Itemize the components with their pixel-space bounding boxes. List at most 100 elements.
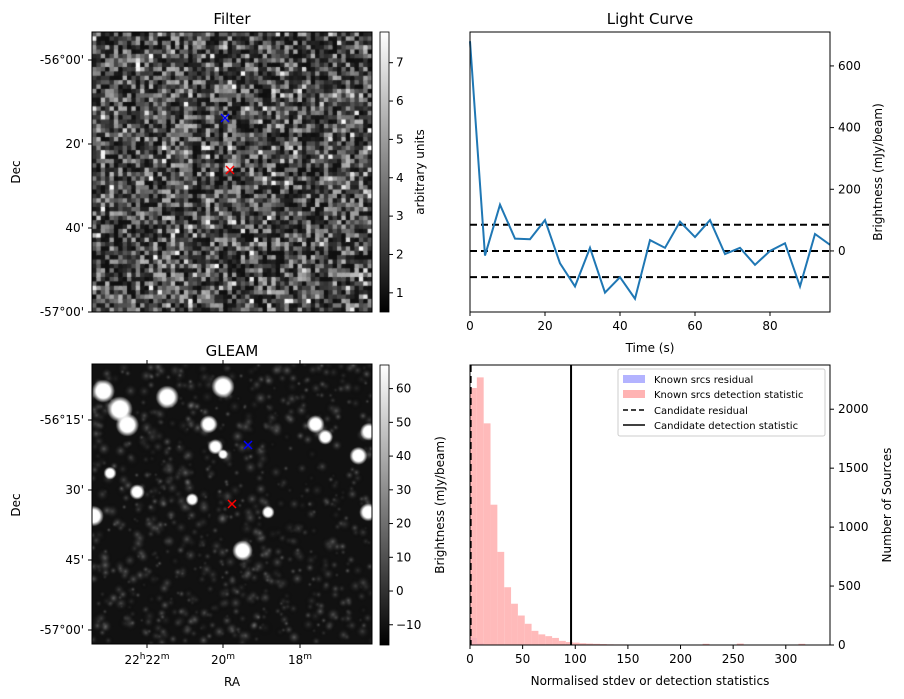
gleam-xlabel: RA <box>224 675 241 689</box>
legend-label: Candidate detection statistic <box>654 421 798 432</box>
y-tick-label: 400 <box>838 121 861 135</box>
colorbar-tick-label: 50 <box>396 415 411 429</box>
gleam-frame <box>91 363 373 645</box>
y-tick-label: 1500 <box>838 461 869 475</box>
ra-tick-label: 20m <box>211 652 235 667</box>
histogram-bar <box>476 377 484 645</box>
histogram-bar <box>538 634 546 645</box>
legend-swatch-residual <box>623 375 645 383</box>
histogram-bar <box>565 642 573 645</box>
y-tick-label: 500 <box>838 579 861 593</box>
gleam-dec-ticks: -56°15' 30' 45' -57°00' <box>40 413 92 637</box>
histogram-frame <box>469 364 831 646</box>
filter-ylabel: Dec <box>9 160 23 183</box>
legend-box <box>617 368 826 437</box>
candidate-marker-icon <box>225 165 235 175</box>
colorbar-tick-label: 7 <box>396 56 404 70</box>
lightcurve-plot: 0 20 40 60 80 0 200 400 600 <box>466 41 861 333</box>
colorbar-tick-label: 6 <box>396 94 404 108</box>
histogram-bar <box>593 643 600 645</box>
colorbar-tick-label: 5 <box>396 132 404 146</box>
dec-tick-label: -57°00' <box>40 623 84 637</box>
gleam-ra-ticks: 22h22m 20m 18m <box>124 360 312 667</box>
x-tick-label: 60 <box>687 319 702 333</box>
x-tick-label: 0 <box>466 652 474 666</box>
y-tick-label: 0 <box>838 244 846 258</box>
y-tick-label: 2000 <box>838 402 869 416</box>
candidate-marker-icon <box>227 499 237 509</box>
ra-tick-part: 20 <box>211 653 226 667</box>
x-tick-label: 0 <box>466 319 474 333</box>
dec-tick-label: -56°15' <box>40 413 84 427</box>
y-tick-label: 1000 <box>838 520 869 534</box>
dec-tick-label: -56°00' <box>40 53 84 67</box>
gleam-ylabel: Dec <box>9 493 23 516</box>
gleam-colorbar-label: Brightness (mJy/beam) <box>433 436 447 574</box>
ra-tick-part: h <box>140 652 146 662</box>
lightcurve-title: Light Curve <box>607 10 693 28</box>
histogram-bar <box>524 623 532 645</box>
known-source-marker-icon <box>243 440 253 450</box>
histogram-bar <box>552 637 559 645</box>
gleam-colorbar <box>379 364 390 646</box>
known-source-marker-icon <box>220 113 230 123</box>
gleam-markers <box>227 440 253 509</box>
gleam-title: GLEAM <box>206 342 259 360</box>
ra-tick-part: m <box>161 652 170 662</box>
legend-label: Known srcs residual <box>654 375 753 386</box>
histogram-bar <box>736 643 744 645</box>
histogram-bar <box>798 643 806 645</box>
ra-tick-label: 18m <box>288 652 312 667</box>
x-tick-label: 200 <box>669 652 692 666</box>
filter-colorbar-ticks: 1 2 3 4 5 6 7 <box>389 56 404 300</box>
colorbar-tick-label: 3 <box>396 209 404 223</box>
dec-tick-label: 45' <box>65 553 84 567</box>
dec-tick-label: 40' <box>65 221 84 235</box>
colorbar-tick-label: 40 <box>396 449 411 463</box>
histogram-legend: Known srcs residual Known srcs detection… <box>617 368 826 437</box>
ra-tick-part: 18 <box>288 653 303 667</box>
x-tick-label: 300 <box>774 652 797 666</box>
filter-title: Filter <box>213 10 251 28</box>
colorbar-tick-label: 60 <box>396 382 411 396</box>
lightcurve-frame <box>469 31 831 313</box>
filter-dec-ticks: -56°00' 20' 40' -57°00' <box>40 53 92 319</box>
y-tick-label: 600 <box>838 59 861 73</box>
histogram-ylabel: Number of Sources <box>880 448 894 563</box>
colorbar-tick-label: 30 <box>396 483 411 497</box>
ra-tick-label: 22h22m <box>124 652 169 667</box>
x-tick-label: 100 <box>564 652 587 666</box>
histogram-bar <box>572 642 580 645</box>
x-tick-label: 20 <box>537 319 552 333</box>
colorbar-tick-label: 1 <box>396 286 404 300</box>
histogram-bar <box>558 640 566 645</box>
colorbar-tick-label: 10 <box>396 550 411 564</box>
lightcurve-ylabel: Brightness (mJy/beam) <box>871 103 885 241</box>
histogram-bar <box>531 630 539 645</box>
histogram-plot: 0 50 100 150 200 250 300 0 500 1000 1500 2000 <box>466 365 869 666</box>
histogram-bar <box>490 504 498 645</box>
x-tick-label: 50 <box>515 652 530 666</box>
filter-frame <box>91 31 373 313</box>
legend-swatch-detection <box>623 390 645 398</box>
legend-label: Candidate residual <box>654 406 748 417</box>
histogram-bar <box>702 643 710 645</box>
lightcurve-line <box>469 41 831 302</box>
dec-tick-label: 20' <box>65 137 84 151</box>
colorbar-tick-label: 20 <box>396 517 411 531</box>
colorbar-tick-label: 0 <box>396 584 404 598</box>
x-tick-label: 40 <box>612 319 627 333</box>
legend-label: Known srcs detection statistic <box>654 390 803 401</box>
colorbar-tick-label: 2 <box>396 247 404 261</box>
ra-tick-part: 22 <box>145 653 160 667</box>
dec-tick-label: 30' <box>65 483 84 497</box>
dec-tick-label: -57°00' <box>40 305 84 319</box>
colorbar-tick-label: −10 <box>396 618 421 632</box>
ra-tick-part: m <box>303 652 312 662</box>
histogram-bar <box>483 423 491 645</box>
gleam-colorbar-ticks: 60 50 40 30 20 10 0 −10 <box>389 382 421 632</box>
colorbar-tick-label: 4 <box>396 171 404 185</box>
filter-colorbar <box>379 31 390 313</box>
